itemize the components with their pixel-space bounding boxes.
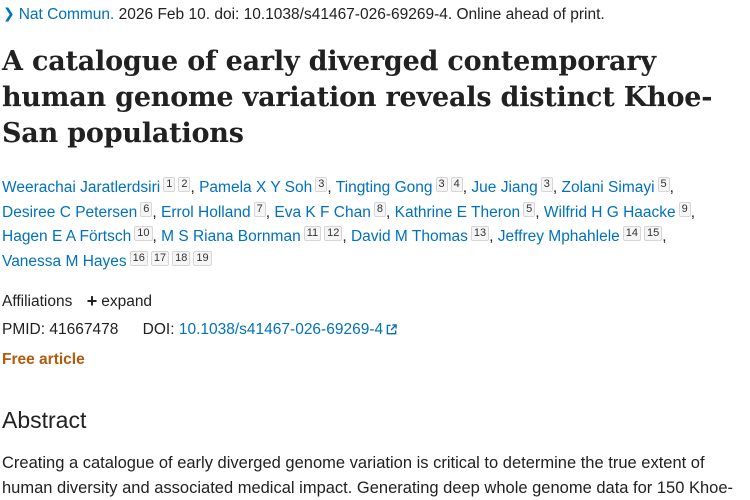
author-item: Tingting Gong 3 4,: [335, 177, 468, 196]
affiliation-number[interactable]: 13: [470, 226, 490, 241]
author-name-link[interactable]: Jeffrey Mphahlele: [497, 228, 620, 245]
affiliations-expand-button[interactable]: + expand: [86, 291, 153, 311]
author-separator: ,: [690, 203, 696, 221]
affiliation-number[interactable]: 16: [129, 250, 148, 266]
citation-line: ❯ Nat Commun. 2026 Feb 10. doi: 10.1038/s…: [3, 4, 605, 25]
affiliation-number[interactable]: 10: [134, 226, 153, 241]
author-name-link[interactable]: Eva K F Chan: [274, 203, 371, 221]
affiliation-number[interactable]: 6: [140, 201, 153, 217]
author-separator: ,: [552, 179, 558, 196]
affiliation-number[interactable]: 18: [172, 250, 191, 266]
journal-link[interactable]: Nat Commun.: [18, 6, 115, 23]
affiliation-number[interactable]: 7: [253, 201, 266, 217]
affiliation-number[interactable]: 14: [622, 226, 642, 241]
author-item: Pamela X Y Soh 3,: [199, 177, 332, 196]
affiliation-number[interactable]: 5: [523, 201, 536, 217]
affiliation-number[interactable]: 4: [450, 177, 463, 192]
affiliation-number[interactable]: 19: [193, 250, 212, 266]
author-item: M S Riana Bornman 11 12,: [161, 226, 347, 245]
author-list: Weerachai Jaratlerdsiri 1 2, Pamela X Y So…: [2, 176, 748, 274]
author-name-link[interactable]: Weerachai Jaratlerdsiri: [2, 179, 161, 196]
author-name-link[interactable]: Tingting Gong: [335, 179, 433, 196]
affiliation-number[interactable]: 2: [178, 177, 191, 192]
chevron-right-icon[interactable]: ❯: [3, 5, 15, 21]
affiliation-number[interactable]: 1: [163, 177, 176, 192]
author-item: Vanessa M Hayes 16 17 18 19: [2, 250, 212, 270]
doi-label: DOI:: [142, 321, 175, 338]
abstract-heading: Abstract: [2, 407, 87, 433]
article-title: A catalogue of early diverged contempora…: [2, 46, 713, 149]
author-separator: ,: [489, 228, 494, 245]
affiliation-number[interactable]: 17: [150, 250, 170, 266]
author-separator: ,: [462, 179, 468, 196]
author-item: Weerachai Jaratlerdsiri 1 2,: [2, 177, 195, 196]
author-separator: ,: [190, 179, 195, 196]
author-name-link[interactable]: M S Riana Bornman: [161, 228, 301, 245]
affiliations-row: Affiliations + expand: [2, 291, 152, 312]
affiliation-number[interactable]: 3: [435, 177, 448, 192]
author-separator: ,: [152, 203, 157, 221]
identifiers-row: PMID: 41667478 DOI: 10.1038/s41467-026-6…: [2, 320, 397, 340]
pmid-value: 41667478: [49, 321, 119, 338]
author-separator: ,: [342, 228, 347, 245]
author-item: Jeffrey Mphahlele 14 15,: [497, 226, 667, 245]
author-item: Zolani Simayi 5,: [561, 177, 674, 196]
author-name-link[interactable]: Zolani Simayi: [561, 179, 655, 196]
author-name-link[interactable]: Jue Jiang: [471, 179, 538, 196]
author-name-link[interactable]: Kathrine E Theron: [394, 203, 521, 221]
author-name-link[interactable]: David M Thomas: [350, 228, 468, 245]
author-separator: ,: [152, 228, 157, 245]
author-name-link[interactable]: Desiree C Petersen: [2, 203, 138, 221]
affiliations-label: Affiliations: [2, 293, 73, 310]
expand-label: expand: [101, 293, 153, 310]
affiliation-number[interactable]: 3: [315, 177, 328, 192]
doi-link[interactable]: 10.1038/s41467-026-69269-4: [179, 321, 397, 338]
affiliation-number[interactable]: 15: [644, 226, 663, 241]
external-link-icon: [386, 324, 397, 335]
author-separator: ,: [535, 203, 540, 221]
author-item: Eva K F Chan 8,: [274, 201, 391, 221]
affiliation-number[interactable]: 11: [303, 226, 322, 241]
affiliation-number[interactable]: 3: [540, 177, 553, 192]
author-item: Hagen E A Förtsch 10,: [2, 226, 157, 245]
free-article-badge: Free article: [2, 351, 85, 368]
author-name-link[interactable]: Errol Holland: [161, 203, 251, 221]
citation-details: 2026 Feb 10. doi: 10.1038/s41467-026-692…: [114, 6, 605, 23]
affiliation-number[interactable]: 12: [324, 226, 343, 241]
author-item: Kathrine E Theron 5,: [394, 201, 540, 221]
plus-icon: +: [86, 291, 98, 311]
affiliation-number[interactable]: 8: [373, 201, 386, 217]
author-separator: ,: [265, 203, 271, 221]
pmid-label: PMID:: [2, 321, 46, 338]
author-item: David M Thomas 13,: [350, 226, 494, 245]
affiliation-number[interactable]: 5: [657, 177, 670, 192]
author-item: Jue Jiang 3,: [471, 177, 558, 196]
author-item: Desiree C Petersen 6,: [2, 201, 157, 221]
author-separator: ,: [327, 179, 332, 196]
affiliation-number[interactable]: 9: [678, 201, 691, 217]
author-name-link[interactable]: Vanessa M Hayes: [2, 252, 127, 270]
author-separator: ,: [669, 179, 674, 196]
author-separator: ,: [662, 228, 667, 245]
doi-value: 10.1038/s41467-026-69269-4: [178, 321, 384, 338]
author-item: Wilfrid H G Haacke 9,: [543, 201, 696, 221]
author-name-link[interactable]: Hagen E A Förtsch: [2, 228, 132, 245]
author-name-link[interactable]: Pamela X Y Soh: [199, 179, 313, 196]
author-item: Errol Holland 7,: [161, 201, 271, 221]
abstract-text: Creating a catalogue of early diverged g…: [2, 454, 734, 497]
author-separator: ,: [386, 203, 391, 221]
author-name-link[interactable]: Wilfrid H G Haacke: [543, 203, 676, 221]
